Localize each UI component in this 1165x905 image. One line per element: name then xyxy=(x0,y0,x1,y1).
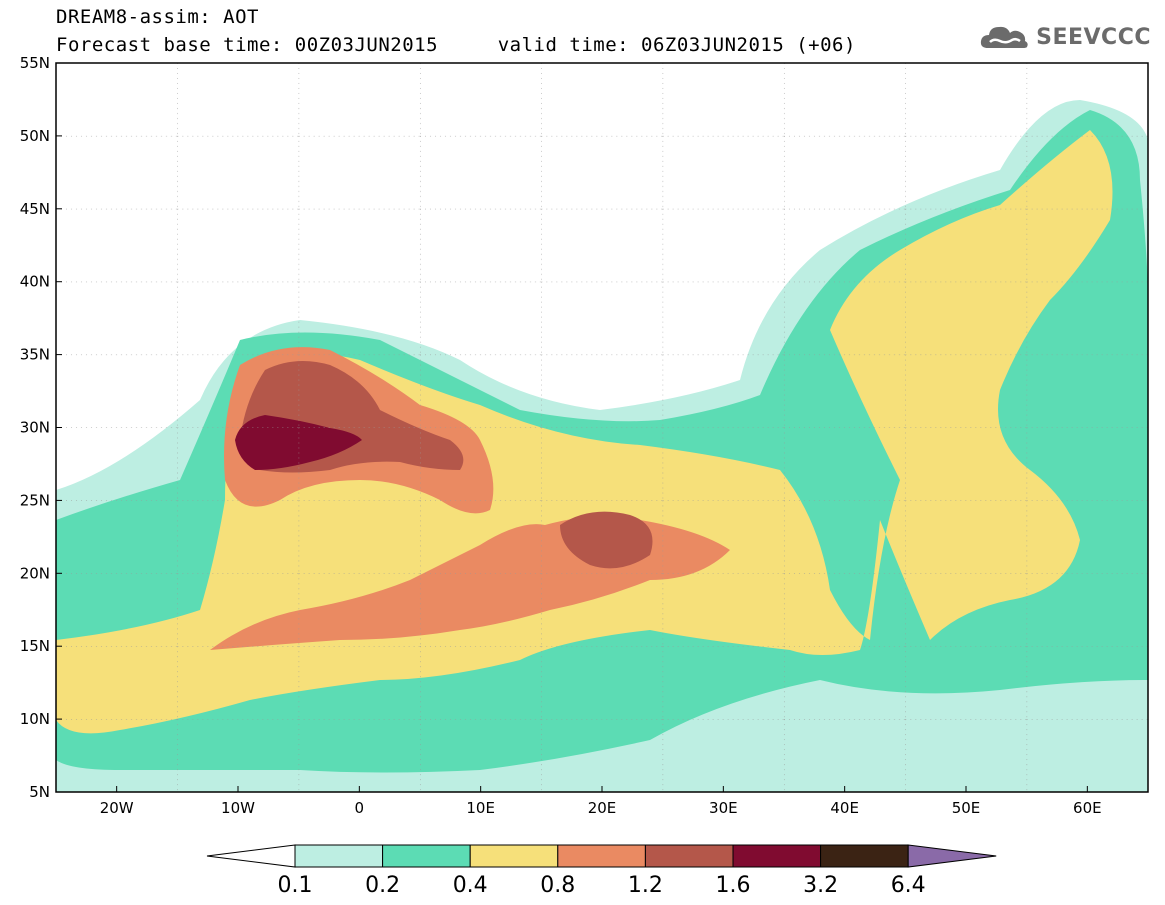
lat-tick-label: 15N xyxy=(20,637,50,655)
colorbar-label: 0.1 xyxy=(278,873,313,898)
colorbar-swatch xyxy=(294,844,384,868)
lat-tick-label: 50N xyxy=(20,127,50,145)
lat-tick-label: 55N xyxy=(20,54,50,72)
lon-tick-label: 20E xyxy=(588,799,617,817)
lat-tick-label: 25N xyxy=(20,491,50,509)
colorbar: 0.1 0.2 0.4 0.8 1.2 1.6 3.2 6.4 xyxy=(206,844,997,898)
colorbar-label: 0.4 xyxy=(453,873,488,898)
colorbar-swatch xyxy=(382,844,471,868)
seevccc-logo: SEEVCCC xyxy=(978,22,1151,52)
lon-axis: 20W 10W 0 10E 20E 30E 40E 50E 60E xyxy=(100,786,1102,817)
colorbar-swatch xyxy=(469,844,559,868)
forecast-time-line: Forecast base time: 00Z03JUN2015 valid t… xyxy=(56,34,856,56)
lon-tick-label: 20W xyxy=(100,799,134,817)
lon-tick-label: 30E xyxy=(709,799,738,817)
lat-tick-label: 5N xyxy=(29,783,50,801)
cloud-icon xyxy=(981,26,1028,48)
colorbar-label: 3.2 xyxy=(803,873,838,898)
colorbar-swatch xyxy=(557,844,646,868)
lat-tick-label: 30N xyxy=(20,419,50,437)
lat-tick-label: 35N xyxy=(20,346,50,364)
colorbar-label: 1.6 xyxy=(716,873,751,898)
lon-tick-label: 40E xyxy=(830,799,859,817)
colorbar-swatch xyxy=(820,844,909,868)
lat-tick-label: 20N xyxy=(20,564,50,582)
lon-tick-label: 60E xyxy=(1073,799,1102,817)
aot-field xyxy=(56,63,1148,792)
colorbar-label: 6.4 xyxy=(891,873,926,898)
colorbar-swatch xyxy=(732,844,822,868)
colorbar-label: 1.2 xyxy=(628,873,663,898)
colorbar-low-arrow xyxy=(206,844,296,868)
lat-tick-label: 45N xyxy=(20,200,50,218)
lon-tick-label: 10W xyxy=(221,799,255,817)
colorbar-swatch xyxy=(644,844,734,868)
colorbar-label: 0.2 xyxy=(365,873,400,898)
lon-tick-label: 50E xyxy=(952,799,981,817)
lon-tick-label: 0 xyxy=(355,799,365,817)
lat-tick-label: 10N xyxy=(20,710,50,728)
colorbar-high-arrow xyxy=(907,844,997,868)
colorbar-label: 0.8 xyxy=(540,873,575,898)
logo-text: SEEVCCC xyxy=(1036,24,1151,50)
lat-tick-label: 40N xyxy=(20,273,50,291)
lat-axis: 5N 10N 15N 20N 25N 30N 35N 40N 45N 50N 55N xyxy=(20,54,62,801)
map-title: DREAM8-assim: AOT xyxy=(56,6,259,28)
lon-tick-label: 10E xyxy=(466,799,495,817)
